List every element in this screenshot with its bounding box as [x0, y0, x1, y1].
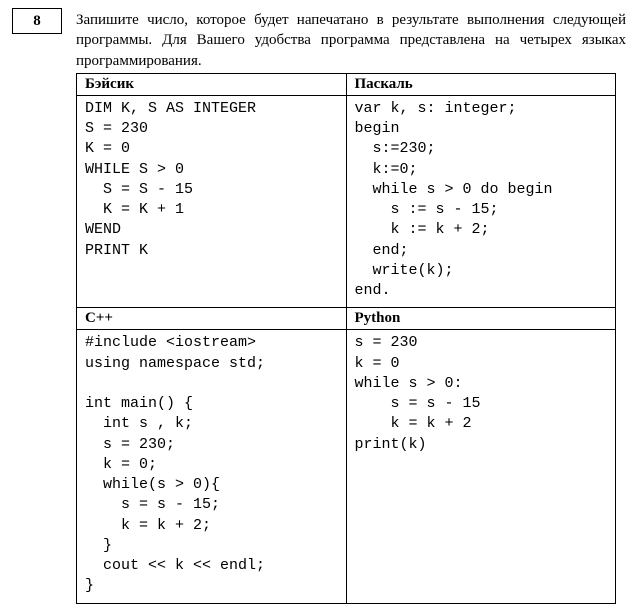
header-pascal: Паскаль: [346, 73, 616, 95]
table-header-row-2: С++ Python: [77, 308, 616, 330]
task-number: 8: [33, 13, 41, 30]
code-python: s = 230 k = 0 while s > 0: s = s - 15 k …: [355, 333, 608, 455]
cell-cpp: #include <iostream> using namespace std;…: [77, 330, 347, 603]
task-description: Запишите число, которое будет напечатано…: [76, 8, 626, 71]
table-code-row-2: #include <iostream> using namespace std;…: [77, 330, 616, 603]
task-header: 8 Запишите число, которое будет напечата…: [12, 8, 626, 71]
header-cpp: С++: [77, 308, 347, 330]
cell-pascal: var k, s: integer; begin s:=230; k:=0; w…: [346, 95, 616, 308]
task-number-box: 8: [12, 8, 62, 34]
cell-basic: DIM K, S AS INTEGER S = 230 K = 0 WHILE …: [77, 95, 347, 308]
table-code-row-1: DIM K, S AS INTEGER S = 230 K = 0 WHILE …: [77, 95, 616, 308]
code-cpp: #include <iostream> using namespace std;…: [85, 333, 338, 596]
code-pascal: var k, s: integer; begin s:=230; k:=0; w…: [355, 99, 608, 302]
code-basic: DIM K, S AS INTEGER S = 230 K = 0 WHILE …: [85, 99, 338, 261]
cell-python: s = 230 k = 0 while s > 0: s = s - 15 k …: [346, 330, 616, 603]
header-python: Python: [346, 308, 616, 330]
table-header-row-1: Бэйсик Паскаль: [77, 73, 616, 95]
code-table: Бэйсик Паскаль DIM K, S AS INTEGER S = 2…: [76, 73, 616, 604]
header-basic: Бэйсик: [77, 73, 347, 95]
